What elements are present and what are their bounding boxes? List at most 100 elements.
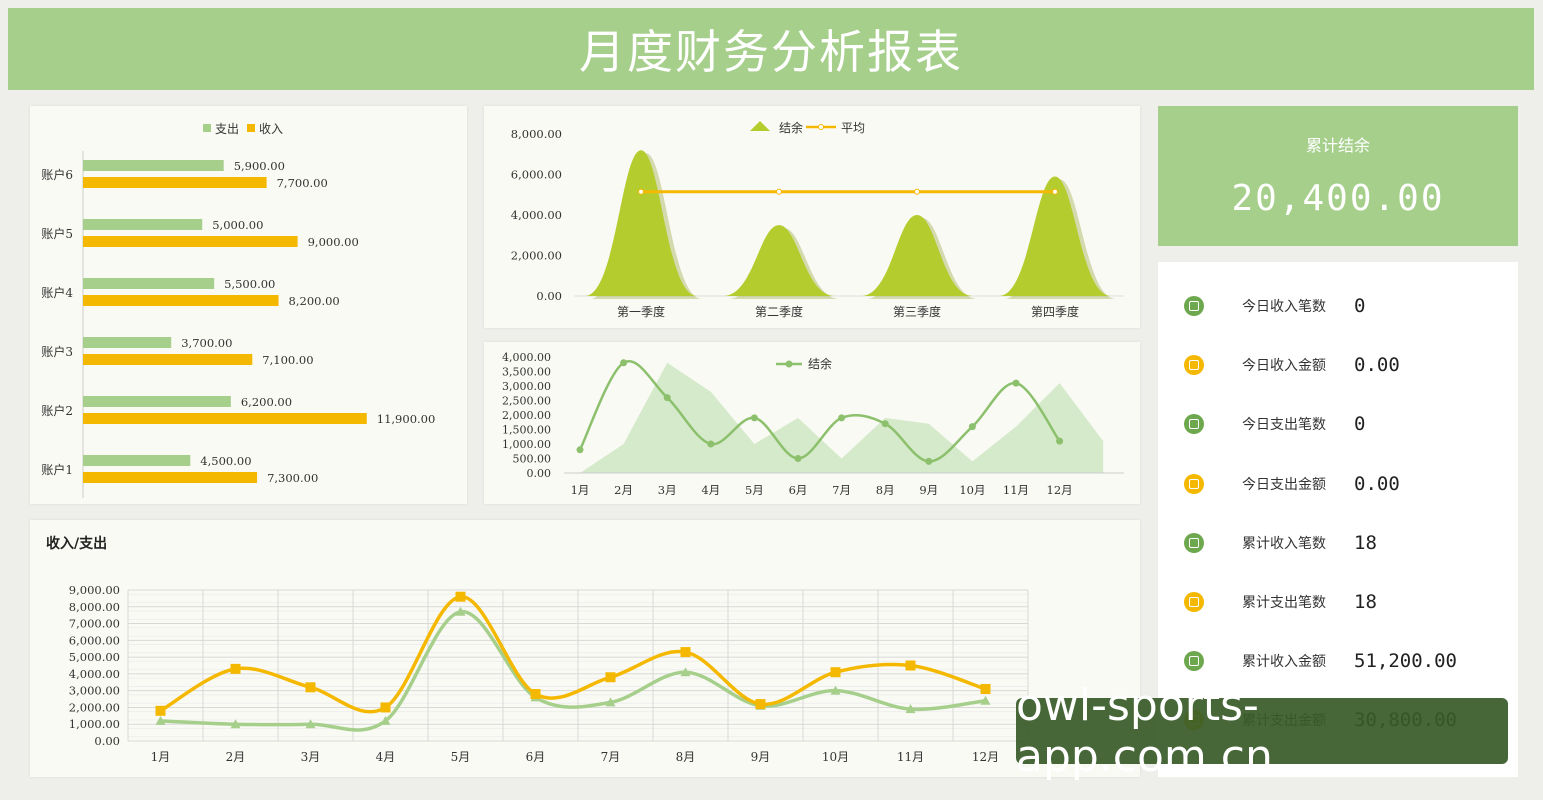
income-expense-panel: 收入/支出 0.00 1,000.00 2,000.00 3,000.00 4,000.0… (30, 520, 1140, 777)
kpi-value: 0 (1354, 413, 1366, 436)
balance-y-tick-label: 1,500.00 (502, 424, 551, 437)
kpi-row: 累计收入笔数 18 (1158, 523, 1518, 563)
balance-point (1012, 379, 1020, 387)
ie-x-tick-label: 4月 (376, 750, 396, 764)
bar-category-label: 账户6 (41, 167, 73, 182)
balance-point (620, 359, 628, 367)
legend-label-average: 平均 (841, 121, 865, 135)
balance-line (578, 360, 1061, 463)
ie-x-tick-label: 11月 (897, 750, 924, 764)
balance-x-tick-label: 10月 (959, 483, 985, 497)
balance-legend: 结余 (776, 356, 832, 371)
quarter-balance-chart: 结余 平均 0.00 2,000.00 4,000.00 6,000.00 8,000.00… (511, 120, 1124, 319)
ie-x-tick-label: 6月 (526, 750, 546, 764)
ie-y-tick-label: 4,000.00 (69, 667, 120, 681)
expense-bar (83, 160, 224, 171)
expense-bar (83, 455, 191, 466)
legend-marker-average (818, 124, 824, 130)
total-balance-label: 累计结余 (1305, 136, 1370, 155)
expense-bar (83, 278, 215, 289)
ie-x-tick-label: 12月 (972, 750, 999, 764)
expense-value-label: 3,700.00 (181, 336, 232, 350)
kpi-label: 累计收入金额 (1242, 654, 1326, 671)
legend-label-balance-line: 结余 (808, 356, 832, 371)
header-banner: 月度财务分析报表 (8, 8, 1534, 90)
kpi-value: 0.00 (1354, 354, 1400, 377)
ie-y-tick-label: 2,000.00 (69, 700, 120, 714)
balance-x-tick-label: 11月 (1003, 483, 1029, 497)
ie-x-tick-label: 1月 (151, 750, 171, 764)
quarter-y-tick-label: 6,000.00 (511, 168, 562, 182)
income-bar (83, 236, 298, 247)
expense-value-label: 6,200.00 (241, 395, 292, 409)
expense-point (155, 715, 166, 725)
quarter-y-tick-label: 0.00 (536, 289, 562, 303)
ie-y-tick-label: 9,000.00 (69, 583, 120, 597)
kpi-row: 今日支出笔数 0 (1158, 404, 1518, 444)
balance-y-tick-label: 0.00 (527, 467, 552, 480)
income-point (905, 660, 916, 671)
watermark: owl-sports-app.com.cn (1016, 680, 1508, 782)
income-value-label: 7,700.00 (277, 176, 328, 190)
kpi-value: 18 (1354, 531, 1377, 554)
bar-category-label: 账户4 (41, 285, 73, 300)
ie-y-tick-label: 5,000.00 (69, 650, 120, 664)
ie-x-tick-label: 10月 (822, 750, 849, 764)
expense-bar (83, 396, 231, 407)
page-title: 月度财务分析报表 (579, 25, 963, 79)
expense-point (980, 695, 991, 705)
ie-y-tick-label: 3,000.00 (69, 684, 120, 698)
quarter-x-tick-label: 第三季度 (893, 304, 941, 319)
income-value-label: 9,000.00 (308, 235, 359, 249)
expense-point (305, 719, 316, 729)
balance-x-tick-label: 8月 (876, 483, 895, 497)
income-value-label: 8,200.00 (289, 294, 340, 308)
quarter-x-tick-label: 第二季度 (755, 304, 803, 319)
income-expense-chart: 收入/支出 0.00 1,000.00 2,000.00 3,000.00 4,000.0… (46, 535, 1029, 764)
balance-point (1056, 437, 1064, 445)
yen-icon (1184, 355, 1204, 376)
income-point (155, 705, 166, 716)
legend-swatch-income (247, 124, 255, 132)
income-point (605, 672, 616, 683)
balance-point (663, 394, 671, 402)
income-point (530, 689, 541, 700)
income-point (680, 647, 691, 658)
income-value-label: 7,300.00 (267, 471, 318, 485)
balance-point (881, 420, 889, 428)
total-balance-value: 20,400.00 (1231, 178, 1445, 219)
kpi-value: 18 (1354, 591, 1377, 613)
income-point (305, 682, 316, 693)
balance-point (750, 414, 758, 422)
balance-y-tick-label: 500.00 (513, 453, 552, 466)
ie-y-tick-label: 1,000.00 (69, 717, 120, 731)
balance-x-tick-label: 2月 (614, 483, 633, 497)
expense-point (380, 715, 391, 725)
clipboard-icon (1184, 532, 1204, 553)
expense-point (680, 667, 691, 677)
money-bag-icon (1184, 296, 1204, 316)
kpi-row: 累计收入金额 51,200.00 (1158, 641, 1518, 681)
bar-category-label: 账户5 (41, 226, 73, 241)
kpi-label: 累计支出笔数 (1242, 595, 1326, 611)
quarter-x-tick-label: 第一季度 (617, 304, 665, 319)
income-bar (83, 295, 279, 306)
legend-label-income: 收入 (259, 122, 283, 136)
expense-value-label: 4,500.00 (200, 454, 251, 468)
income-bar (83, 177, 267, 188)
quarter-x-tick-label: 第四季度 (1031, 304, 1079, 319)
legend-label-expense: 支出 (215, 122, 239, 136)
kpi-label: 累计收入笔数 (1242, 535, 1326, 552)
income-bar (83, 413, 367, 424)
expense-point (830, 685, 841, 695)
legend-marker-balance (785, 360, 793, 368)
legend-swatch-balance (750, 121, 770, 131)
income-bar (83, 354, 253, 365)
monthly-balance-panel: 0.00 500.00 1,000.00 1,500.00 2,000.00 2,500.… (484, 342, 1140, 504)
quarter-peak (999, 176, 1111, 296)
balance-y-tick-label: 3,500.00 (502, 366, 551, 379)
balance-y-tick-label: 2,000.00 (502, 409, 551, 422)
legend-label-balance: 结余 (779, 120, 803, 135)
kpi-row: 今日收入笔数 0 (1158, 286, 1518, 326)
